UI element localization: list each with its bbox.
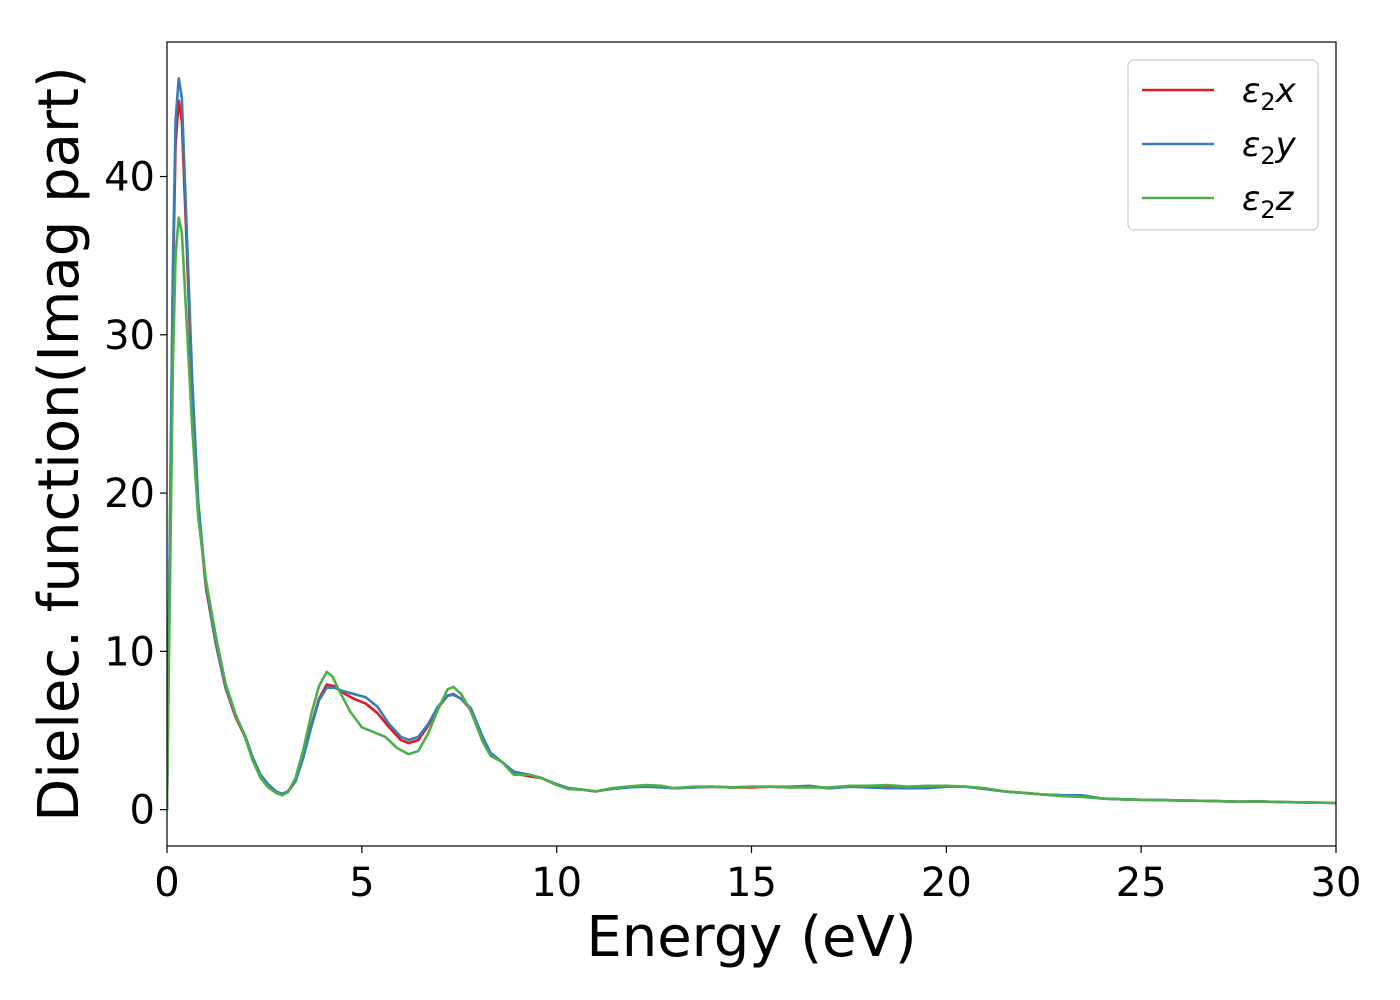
plot-area bbox=[166, 41, 1337, 847]
y-tick-label: 10 bbox=[104, 629, 155, 675]
y-tick-label: 20 bbox=[104, 471, 155, 517]
legend-label-x: ε2x bbox=[1242, 71, 1297, 116]
legend-label-y: ε2y bbox=[1242, 125, 1297, 170]
y-tick-label: 30 bbox=[104, 313, 155, 359]
x-tick-label: 10 bbox=[531, 860, 582, 906]
x-axis-ticks: 0 5 10 15 20 25 30 bbox=[154, 846, 1361, 906]
legend: ε2x ε2y ε2z bbox=[1127, 59, 1319, 231]
legend-box bbox=[1127, 59, 1319, 231]
x-tick-label: 0 bbox=[154, 860, 179, 906]
legend-label-z: ε2z bbox=[1242, 179, 1295, 224]
y-axis-ticks: 0 10 20 30 40 bbox=[104, 155, 167, 834]
x-axis-label: Energy (eV) bbox=[586, 905, 916, 970]
x-tick-label: 30 bbox=[1311, 860, 1362, 906]
y-axis-label: Dielec. function(Imag part) bbox=[27, 66, 92, 822]
y-tick-label: 0 bbox=[130, 788, 155, 834]
x-tick-label: 15 bbox=[726, 860, 777, 906]
x-tick-label: 25 bbox=[1116, 860, 1167, 906]
series-lines bbox=[167, 77, 1336, 811]
x-tick-label: 5 bbox=[349, 860, 374, 906]
series-line-z bbox=[167, 216, 1336, 811]
y-tick-label: 40 bbox=[104, 155, 155, 201]
x-tick-label: 20 bbox=[921, 860, 972, 906]
